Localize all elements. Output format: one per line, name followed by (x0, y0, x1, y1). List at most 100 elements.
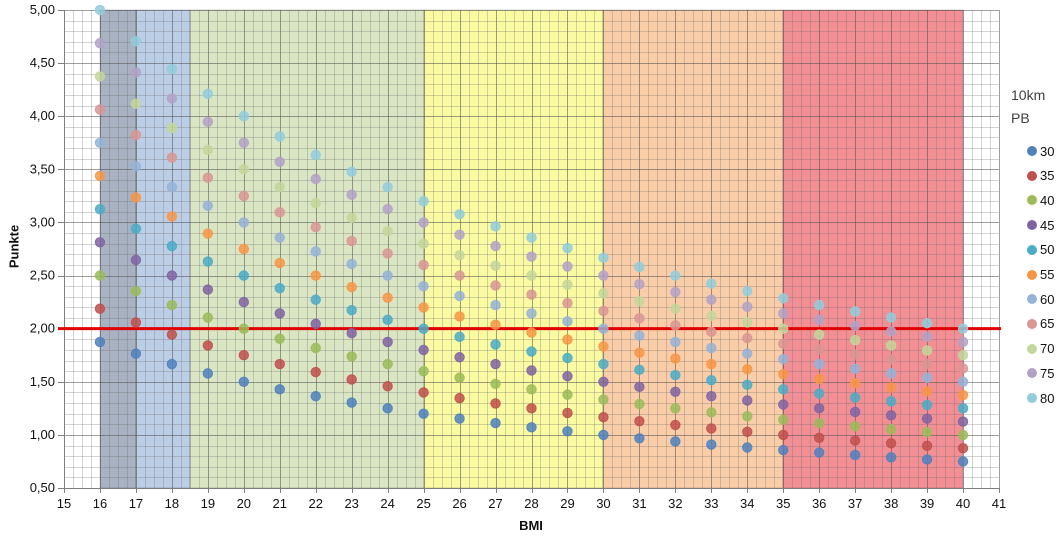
data-point (598, 376, 609, 387)
data-point (418, 196, 429, 207)
data-point (562, 242, 573, 254)
data-point (418, 259, 429, 271)
data-point (778, 338, 789, 350)
data-point (742, 364, 753, 375)
data-point (310, 342, 321, 354)
y-tick-label: 4,50 (30, 55, 55, 70)
data-point (418, 217, 429, 228)
x-tick-label: 39 (920, 496, 934, 511)
data-point (526, 251, 537, 262)
legend-entry-label: 65 (1040, 316, 1055, 332)
data-point (130, 192, 142, 203)
data-point (742, 332, 753, 344)
data-point (418, 302, 429, 313)
data-point (238, 270, 250, 281)
data-point (166, 270, 178, 281)
data-point (562, 334, 573, 345)
data-point (418, 408, 429, 419)
data-point (274, 282, 285, 294)
data-point (598, 429, 609, 441)
data-point (130, 223, 142, 234)
x-tick-label: 30 (596, 496, 610, 511)
data-point (202, 256, 214, 267)
bmi-band-16-17 (99, 9, 137, 489)
data-point (454, 372, 465, 383)
data-point (310, 246, 321, 257)
x-tick-label: 16 (93, 496, 107, 511)
data-point (778, 353, 789, 365)
data-point (130, 67, 142, 78)
data-point (813, 299, 825, 311)
y-tick-label: 4,00 (30, 108, 55, 123)
data-point (706, 423, 717, 434)
data-point (346, 328, 357, 339)
data-point (346, 235, 357, 247)
data-point (418, 323, 429, 334)
data-point (382, 270, 393, 281)
data-point (634, 278, 645, 290)
data-point (238, 243, 250, 255)
legend-entry-60: 60 (1027, 291, 1054, 307)
data-point (310, 173, 321, 185)
data-point (130, 161, 142, 172)
data-point (562, 426, 573, 437)
data-point (634, 364, 645, 375)
data-point (274, 131, 285, 142)
data-point (957, 403, 969, 414)
data-point (598, 252, 609, 264)
data-point (526, 384, 537, 395)
data-point (562, 371, 573, 382)
data-point (885, 396, 897, 407)
x-tick-label: 37 (848, 496, 862, 511)
data-point (670, 286, 681, 298)
legend-entry-label: 75 (1040, 365, 1055, 381)
data-point (94, 336, 106, 348)
data-point (166, 211, 178, 222)
data-point (202, 116, 214, 128)
data-point (957, 363, 969, 374)
y-tick-label: 1,00 (30, 427, 55, 442)
data-point (274, 156, 285, 167)
data-point (94, 170, 106, 182)
y-tick-label: 0,50 (30, 480, 55, 495)
data-point (526, 422, 537, 433)
x-tick-label: 19 (201, 496, 215, 511)
data-point (166, 152, 178, 163)
legend-title-line2: PB (1011, 110, 1030, 126)
data-point (490, 299, 501, 311)
data-point (778, 369, 789, 380)
legend-marker-icon (1027, 393, 1037, 403)
data-point (778, 444, 789, 456)
data-point (778, 414, 789, 425)
legend-entry-80: 80 (1027, 390, 1054, 406)
data-point (202, 312, 214, 323)
data-point (921, 426, 933, 438)
x-tick-label: 23 (344, 496, 358, 511)
data-point (202, 340, 214, 351)
data-point (526, 270, 537, 281)
y-tick-label: 2,00 (30, 321, 55, 336)
data-point (310, 222, 321, 233)
legend-marker-icon (1027, 343, 1037, 354)
data-point (849, 449, 861, 461)
data-point (670, 436, 681, 447)
data-point (957, 350, 969, 361)
x-tick-label: 18 (165, 496, 179, 511)
data-point (742, 285, 753, 297)
data-point (813, 432, 825, 444)
series-75 (94, 37, 969, 348)
series-65 (94, 104, 969, 374)
data-point (562, 279, 573, 290)
data-point (346, 281, 357, 293)
x-tick-label: 36 (812, 496, 826, 511)
legend-title: 10km PB (1011, 84, 1045, 130)
data-point (670, 320, 681, 331)
legend-marker-icon (1027, 318, 1037, 329)
x-tick-label: 31 (632, 496, 646, 511)
x-tick-label: 20 (237, 496, 251, 511)
bmi-band-25-30 (423, 9, 604, 489)
legend-entry-65: 65 (1027, 316, 1054, 332)
data-point (562, 407, 573, 419)
data-point (346, 189, 357, 200)
